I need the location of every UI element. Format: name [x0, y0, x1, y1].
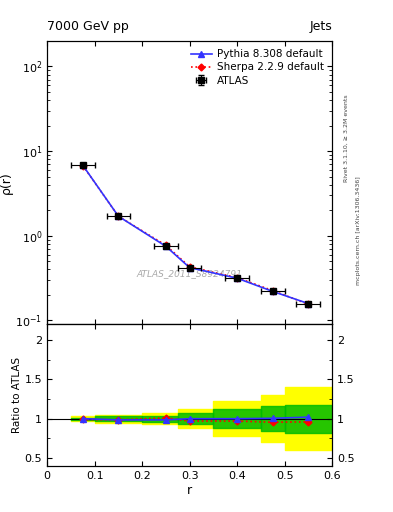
Pythia 8.308 default: [270, 288, 275, 294]
Text: mcplots.cern.ch [arXiv:1306.3436]: mcplots.cern.ch [arXiv:1306.3436]: [356, 176, 361, 285]
Sherpa 2.2.9 default: [81, 162, 85, 168]
Sherpa 2.2.9 default: [235, 274, 239, 281]
Pythia 8.308 default: [187, 265, 192, 271]
Text: Rivet 3.1.10, ≥ 3.2M events: Rivet 3.1.10, ≥ 3.2M events: [344, 94, 349, 182]
Sherpa 2.2.9 default: [306, 301, 311, 307]
Pythia 8.308 default: [81, 162, 85, 168]
Pythia 8.308 default: [235, 275, 239, 281]
X-axis label: r: r: [187, 483, 192, 497]
Pythia 8.308 default: [306, 301, 311, 307]
Sherpa 2.2.9 default: [116, 213, 121, 219]
Pythia 8.308 default: [163, 243, 168, 249]
Text: 7000 GeV pp: 7000 GeV pp: [47, 20, 129, 33]
Pythia 8.308 default: [116, 213, 121, 219]
Sherpa 2.2.9 default: [163, 242, 168, 248]
Y-axis label: Ratio to ATLAS: Ratio to ATLAS: [12, 357, 22, 433]
Sherpa 2.2.9 default: [187, 264, 192, 270]
Line: Pythia 8.308 default: Pythia 8.308 default: [80, 162, 311, 306]
Legend: Pythia 8.308 default, Sherpa 2.2.9 default, ATLAS: Pythia 8.308 default, Sherpa 2.2.9 defau…: [187, 46, 327, 89]
Y-axis label: ρ(r): ρ(r): [0, 171, 13, 194]
Text: Jets: Jets: [309, 20, 332, 33]
Sherpa 2.2.9 default: [270, 288, 275, 294]
Text: ATLAS_2011_S8924791: ATLAS_2011_S8924791: [137, 269, 242, 278]
Line: Sherpa 2.2.9 default: Sherpa 2.2.9 default: [80, 163, 311, 307]
